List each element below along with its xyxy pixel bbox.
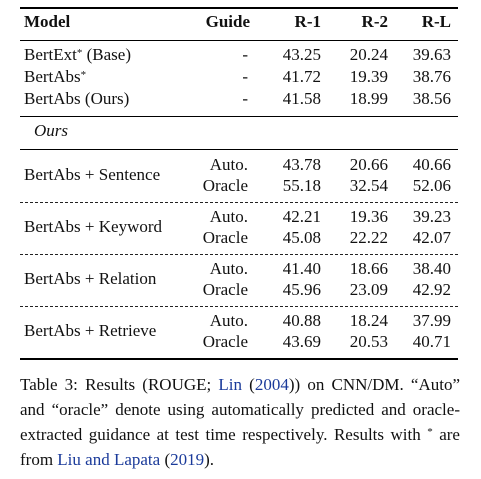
group-r2: 20.53 xyxy=(349,332,388,351)
baseline-model: BertExt* (Base) xyxy=(24,45,131,65)
caption-text-5: ( xyxy=(160,450,171,469)
citation-liu-lapata-author[interactable]: Liu and Lapata xyxy=(57,450,161,469)
group-guide: Auto. xyxy=(209,207,248,226)
group-model: BertAbs + Sentence xyxy=(24,165,161,184)
header-rl: R-L xyxy=(421,12,451,31)
caption-text-3: )) on CNN/DM. “Auto” and “oracle” denote… xyxy=(20,375,460,444)
model-name: BertExt xyxy=(24,45,77,64)
baseline-r1: 41.58 xyxy=(282,89,321,108)
model-suffix: (Base) xyxy=(82,45,132,64)
citation-liu-lapata-year[interactable]: 2019 xyxy=(170,450,205,469)
baseline-r1: 43.25 xyxy=(282,45,321,64)
header-model: Model xyxy=(24,12,71,31)
baseline-model: BertAbs* xyxy=(24,67,86,87)
header-guide: Guide xyxy=(205,12,250,31)
baseline-r2: 19.39 xyxy=(349,67,388,86)
group-r2: 19.36 xyxy=(349,207,388,226)
group-model: BertAbs + Retrieve xyxy=(24,321,157,340)
group-separator xyxy=(20,306,458,307)
group-r2: 23.09 xyxy=(349,280,388,299)
baseline-rl: 38.76 xyxy=(412,67,451,86)
header-r1: R-1 xyxy=(294,12,321,31)
caption-text-6: ). xyxy=(204,450,215,469)
group-r1: 40.88 xyxy=(282,311,321,330)
caption-star: * xyxy=(427,426,433,438)
group-rl: 38.40 xyxy=(412,259,451,278)
group-rl: 40.66 xyxy=(412,155,451,174)
group-r2: 32.54 xyxy=(349,176,388,195)
model-superscript: * xyxy=(80,69,87,81)
group-rl: 39.23 xyxy=(412,207,451,226)
section-label-ours: Ours xyxy=(34,121,69,140)
group-separator xyxy=(20,254,458,255)
group-rl: 37.99 xyxy=(412,311,451,330)
group-rl: 52.06 xyxy=(412,176,451,195)
group-r2: 18.66 xyxy=(349,259,388,278)
group-guide: Oracle xyxy=(202,176,248,195)
baseline-guide: - xyxy=(242,67,248,86)
group-rl: 42.92 xyxy=(412,280,451,299)
results-table: Model Guide R-1 R-2 R-L BertExt* (Base) - 43.25… xyxy=(20,5,458,360)
group-model: BertAbs + Keyword xyxy=(24,217,163,236)
group-r2: 20.66 xyxy=(349,155,388,174)
group-rl: 40.71 xyxy=(412,332,451,351)
group-model: BertAbs + Relation xyxy=(24,269,157,288)
caption-text-4: are from xyxy=(20,425,460,469)
group-r1: 43.69 xyxy=(282,332,321,351)
header-r2: R-2 xyxy=(361,12,388,31)
model-name: BertAbs xyxy=(24,67,81,86)
citation-lin-author[interactable]: Lin xyxy=(218,375,242,394)
model-superscript: * xyxy=(76,47,83,59)
group-r1: 45.08 xyxy=(282,228,321,247)
baseline-model: BertAbs (Ours) xyxy=(24,89,129,109)
group-r1: 45.96 xyxy=(282,280,321,299)
group-guide: Auto. xyxy=(209,155,248,174)
model-name: BertAbs (Ours) xyxy=(24,89,130,108)
table-caption: Table 3: Results (ROUGE; Lin (2004)) on … xyxy=(20,372,460,472)
group-r1: 55.18 xyxy=(282,176,321,195)
group-r1: 42.21 xyxy=(282,207,321,226)
bottom-rule xyxy=(20,358,458,360)
baseline-rl: 39.63 xyxy=(412,45,451,64)
group-r2: 22.22 xyxy=(349,228,388,247)
group-guide: Oracle xyxy=(202,228,248,247)
group-r1: 43.78 xyxy=(282,155,321,174)
group-guide: Oracle xyxy=(202,280,248,299)
caption-text-2: ( xyxy=(242,375,255,394)
baseline-r2: 18.99 xyxy=(349,89,388,108)
group-guide: Auto. xyxy=(209,311,248,330)
table-body: Model Guide R-1 R-2 R-L BertExt* (Base) - 43.25… xyxy=(20,5,458,360)
baseline-rule xyxy=(20,116,458,117)
group-r2: 18.24 xyxy=(349,311,388,330)
group-separator xyxy=(20,202,458,203)
group-r1: 41.40 xyxy=(282,259,321,278)
baseline-guide: - xyxy=(242,89,248,108)
group-rl: 42.07 xyxy=(412,228,451,247)
baseline-r2: 20.24 xyxy=(349,45,388,64)
citation-lin-year[interactable]: 2004 xyxy=(254,375,289,394)
header-rule xyxy=(20,40,458,41)
group-guide: Auto. xyxy=(209,259,248,278)
caption-text-1: Table 3: Results (ROUGE; xyxy=(20,375,219,394)
top-rule xyxy=(20,7,458,9)
group-guide: Oracle xyxy=(202,332,248,351)
baseline-rl: 38.56 xyxy=(412,89,451,108)
section-rule xyxy=(20,149,458,150)
baseline-guide: - xyxy=(242,45,248,64)
baseline-r1: 41.72 xyxy=(282,67,321,86)
